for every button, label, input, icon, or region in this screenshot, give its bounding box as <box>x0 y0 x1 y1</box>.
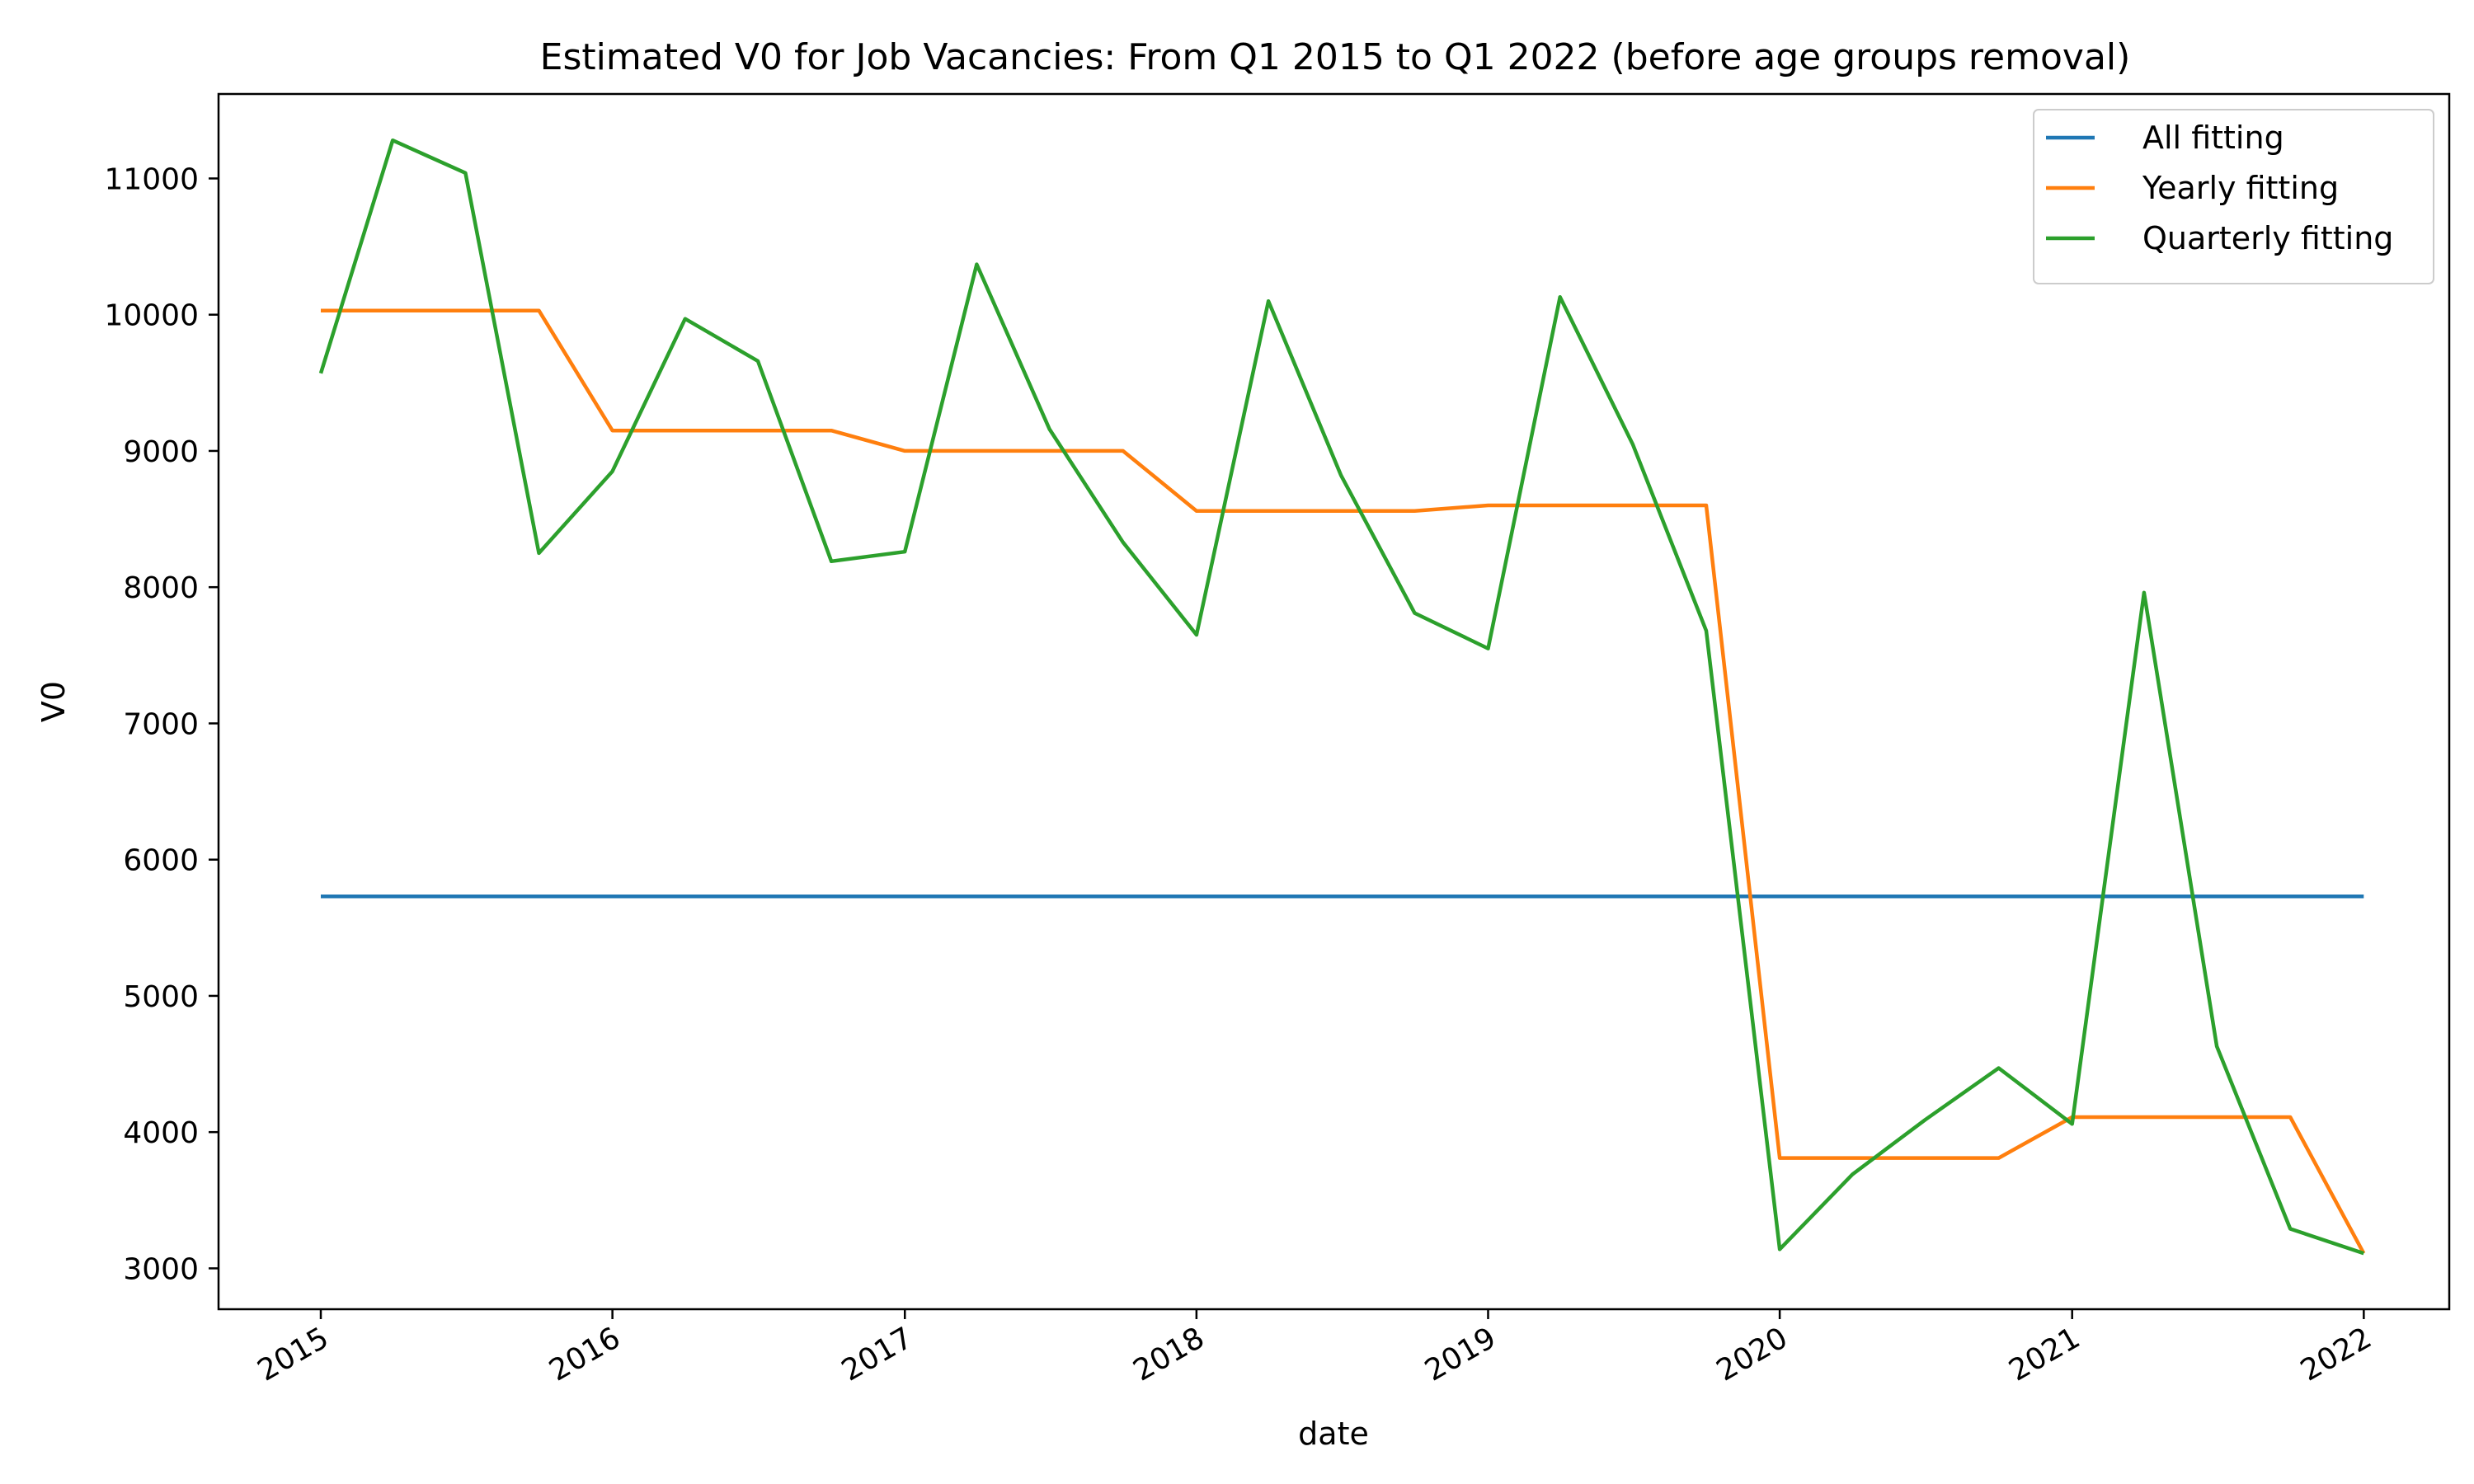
plot-area <box>318 138 2366 1256</box>
legend-label-yearly-fitting: Yearly fitting <box>2142 170 2339 206</box>
y-tick-label: 11000 <box>104 162 199 196</box>
legend-label-quarterly-fitting: Quarterly fitting <box>2142 220 2393 256</box>
chart-title: Estimated V0 for Job Vacancies: From Q1 … <box>540 36 2131 78</box>
y-tick-label: 6000 <box>123 844 199 878</box>
legend: All fitting Yearly fitting Quarterly fitti… <box>2033 109 2434 284</box>
axes: 3000400050006000700080009000100001100020… <box>104 162 2377 1388</box>
y-tick-label: 9000 <box>123 435 199 469</box>
y-tick-label: 5000 <box>123 980 199 1014</box>
y-tick-label: 10000 <box>104 299 199 333</box>
legend-label-all-fitting: All fitting <box>2142 120 2284 156</box>
y-tick-label: 8000 <box>123 571 199 605</box>
x-axis-label: date <box>1298 1416 1369 1452</box>
legend-box <box>2033 109 2434 284</box>
y-tick-label: 3000 <box>123 1252 199 1286</box>
y-tick-label: 7000 <box>123 707 199 741</box>
y-axis-label: V0 <box>35 681 72 722</box>
series-line-yearly-fitting <box>321 308 2366 1255</box>
plot-frame <box>217 92 2451 1311</box>
series-line-quarterly-fitting <box>318 138 2365 1256</box>
y-tick-label: 4000 <box>123 1116 199 1150</box>
